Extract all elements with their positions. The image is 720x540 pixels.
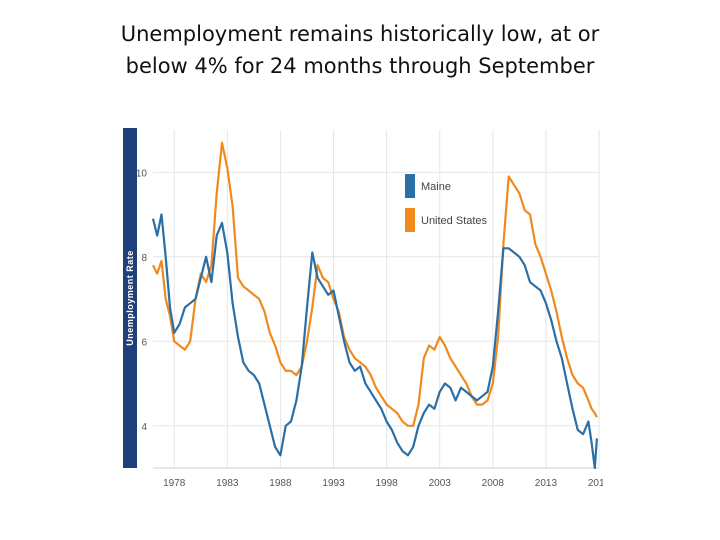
y-tick-label: 6 [141,337,147,348]
legend-label: Maine [421,181,451,193]
legend-swatch [405,208,415,232]
chart-container: Unemployment Rate 4 6 8 10 1978 1983 1988 1993… [121,126,603,492]
x-tick-label: 2003 [429,478,452,489]
x-tick-label: 1978 [163,478,186,489]
title-line-2: below 4% for 24 months through September [125,54,595,78]
legend-swatch [405,174,415,198]
unemployment-line-chart: Unemployment Rate 4 6 8 10 1978 1983 1988 1993… [121,126,603,492]
legend-label: United States [421,215,488,227]
x-tick-labels: 1978 1983 1988 1993 1998 2003 2008 2013 2018 [163,478,603,489]
chart-background [121,126,603,492]
y-tick-label: 4 [141,422,147,433]
y-tick-label: 10 [136,168,148,179]
y-tick-label: 8 [141,253,147,264]
y-axis-label: Unemployment Rate [125,250,135,346]
title-line-1: Unemployment remains historically low, a… [120,22,600,46]
series-line-united-states [152,141,598,427]
x-tick-label: 1983 [216,478,239,489]
gridlines [153,130,600,469]
series-line-maine [151,213,598,470]
series-lines [151,141,598,470]
legend: Maine United States [405,174,488,232]
x-tick-label: 2013 [535,478,558,489]
x-tick-label: 2008 [482,478,505,489]
y-tick-labels: 4 6 8 10 [136,168,148,433]
y-axis-bar [123,128,137,468]
x-tick-label: 2018 [588,478,603,489]
x-tick-label: 1988 [269,478,292,489]
page-title: Unemployment remains historically low, a… [60,18,660,82]
x-tick-label: 1993 [322,478,345,489]
x-tick-label: 1998 [375,478,398,489]
